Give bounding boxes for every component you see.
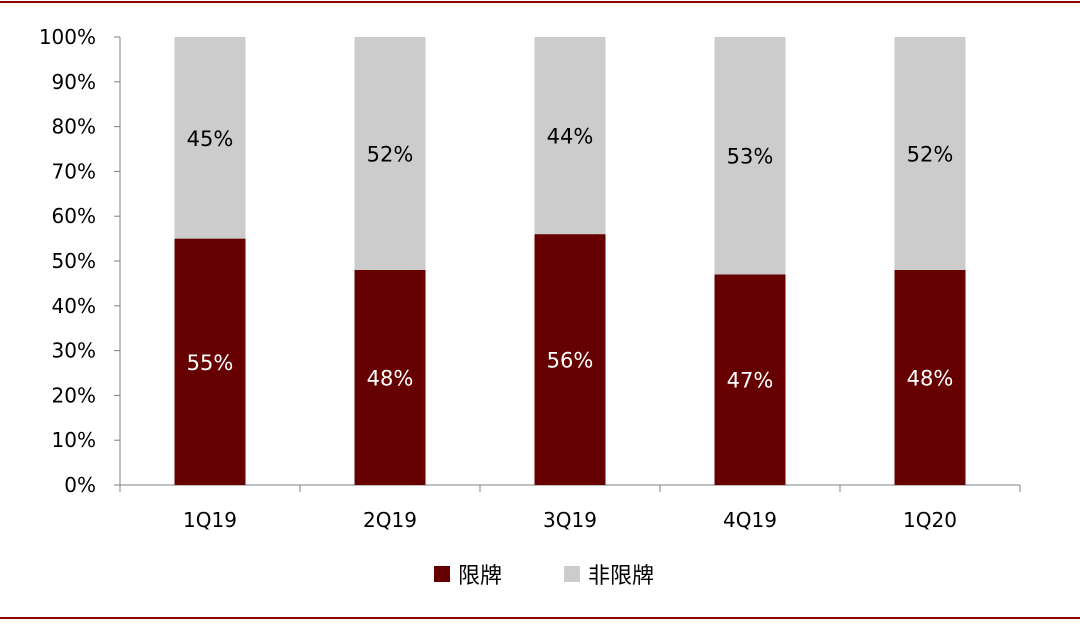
y-tick-label: 80% — [52, 115, 96, 139]
y-tick-label: 70% — [52, 159, 96, 183]
y-tick-label: 100% — [39, 25, 96, 49]
data-label: 45% — [187, 127, 234, 151]
data-label: 44% — [547, 125, 594, 149]
legend-label: 限牌 — [458, 564, 502, 589]
bar-segment — [174, 37, 246, 239]
y-tick-label: 60% — [52, 204, 96, 228]
x-category-label: 1Q20 — [903, 508, 957, 532]
data-label: 48% — [367, 366, 414, 390]
x-category-label: 3Q19 — [543, 508, 597, 532]
data-label: 55% — [187, 351, 234, 375]
x-category-label: 2Q19 — [363, 508, 417, 532]
legend: 限牌 非限牌 — [434, 564, 654, 589]
legend-swatch — [564, 566, 580, 582]
data-label: 52% — [367, 142, 414, 166]
x-category-label: 4Q19 — [723, 508, 777, 532]
bar-segment — [354, 269, 426, 485]
y-tick-label: 40% — [52, 294, 96, 318]
x-category-label: 1Q19 — [183, 508, 237, 532]
bar-segment — [534, 234, 606, 485]
bar-segment — [354, 37, 426, 270]
bars: 55% 45% 48% 52% 56% 44% 47% 53% 48% 52% — [174, 37, 966, 485]
legend-swatch — [434, 566, 450, 582]
legend-label: 非限牌 — [588, 564, 654, 589]
y-tick-label: 90% — [52, 70, 96, 94]
y-tick-label: 0% — [64, 473, 96, 497]
bar-segment — [534, 37, 606, 235]
y-tick-label: 10% — [52, 428, 96, 452]
y-tick-label: 50% — [52, 249, 96, 273]
data-label: 56% — [547, 349, 594, 373]
x-axis: 1Q19 2Q19 3Q19 4Q19 1Q20 — [119, 484, 1021, 532]
y-tick-label: 20% — [52, 383, 96, 407]
bar-segment — [894, 269, 966, 485]
bar-segment — [174, 238, 246, 485]
y-tick-label: 30% — [52, 339, 96, 363]
bar-segment — [714, 274, 786, 485]
bar-segment — [894, 37, 966, 270]
data-label: 52% — [907, 142, 954, 166]
data-label: 47% — [727, 369, 774, 393]
y-axis: 0% 10% 20% 30% 40% 50% 60% 70% 80% 90% 100% — [39, 25, 121, 497]
bar-segment — [714, 37, 786, 275]
data-label: 48% — [907, 366, 954, 390]
data-label: 53% — [727, 145, 774, 169]
